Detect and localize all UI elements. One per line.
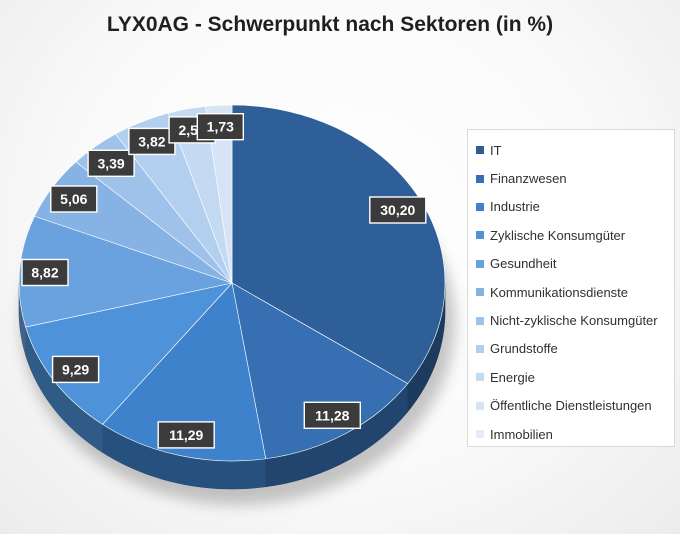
data-label-box-3 [51,355,100,384]
data-label-7: 3,82 [138,133,165,149]
legend-label: Energie [490,369,535,385]
pie-slice-2 [102,282,267,462]
data-label-box-2 [157,421,215,449]
legend-swatch [476,344,484,353]
legend-swatch [476,259,484,268]
legend-swatch [476,316,484,325]
pie-slice-1 [231,282,409,460]
legend-label: Industrie [490,199,540,215]
data-label-box-6 [87,149,135,178]
data-label-box-1 [303,401,361,429]
legend-item: Öffentliche Dienstleistungen [468,392,674,420]
legend-label: Finanzwesen [490,171,567,187]
pie-slice-4 [18,215,234,328]
legend-item: Immobilien [468,420,674,448]
legend-label: Immobilien [490,426,553,442]
data-label-box-0 [369,196,427,224]
data-label-box-4 [21,258,69,287]
legend-swatch [476,401,484,410]
legend-swatch [476,430,484,439]
legend-swatch [476,288,484,297]
legend-label: IT [490,142,502,158]
chart-title: LYX0AG - Schwerpunkt nach Sektoren (in %… [106,13,554,36]
data-label-5: 5,06 [60,191,87,207]
legend-label: Grundstoffe [490,341,558,357]
data-label-2: 11,29 [169,427,203,443]
data-label-box-9 [196,112,245,141]
legend-item: Nicht-zyklische Konsumgüter [468,306,674,334]
pie-slice-9 [205,104,233,284]
legend-item: Grundstoffe [468,335,674,363]
legend-label: Kommunikationsdienste [490,284,629,300]
legend-label: Gesundheit [490,256,557,272]
legend-swatch [476,231,484,240]
legend-item: Finanzwesen [468,164,674,192]
legend-swatch [476,174,484,183]
data-label-3: 9,29 [62,361,89,377]
data-label-4: 8,82 [31,265,58,281]
legend-item: Zyklische Konsumgüter [468,221,674,249]
data-label-9: 1,73 [207,119,234,135]
data-label-box-7 [128,127,176,156]
legend-label: Öffentliche Dienstleistungen [490,398,652,414]
legend-item: Energie [468,363,674,391]
legend-item: Gesundheit [468,250,674,278]
legend-label: Nicht-zyklische Konsumgüter [490,313,658,329]
data-label-box-5 [50,185,98,213]
data-label-1: 11,28 [315,407,349,423]
legend-swatch [476,373,484,382]
legend-item: Kommunikationsdienste [468,278,674,306]
data-label-0: 30,20 [380,202,415,218]
data-label-6: 3,39 [97,155,124,171]
legend-label: Zyklische Konsumgüter [490,227,626,243]
chart-legend: IT Finanzwesen Industrie Zyklische Konsumgü… [467,129,675,447]
legend-swatch [476,146,484,155]
legend-item: Industrie [468,193,674,221]
legend-item: IT [468,136,674,164]
legend-swatch [476,202,484,211]
